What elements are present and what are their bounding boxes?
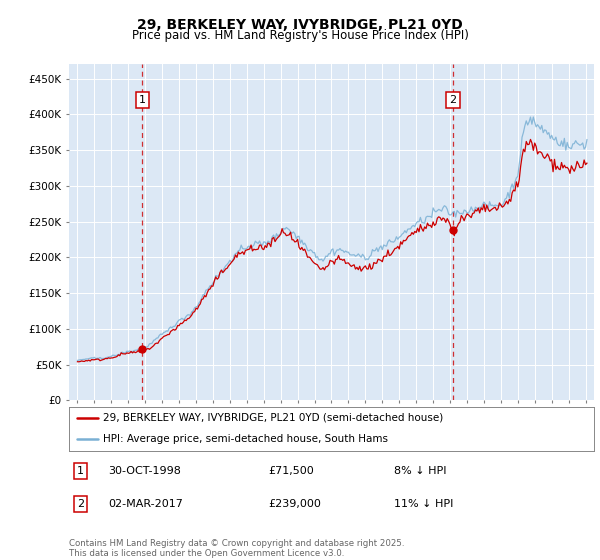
Text: 1: 1: [139, 95, 146, 105]
Text: HPI: Average price, semi-detached house, South Hams: HPI: Average price, semi-detached house,…: [103, 435, 388, 445]
Text: 2: 2: [449, 95, 457, 105]
Text: 1: 1: [77, 466, 84, 477]
Text: 02-MAR-2017: 02-MAR-2017: [109, 499, 183, 508]
Text: 29, BERKELEY WAY, IVYBRIDGE, PL21 0YD (semi-detached house): 29, BERKELEY WAY, IVYBRIDGE, PL21 0YD (s…: [103, 413, 443, 423]
Text: 8% ↓ HPI: 8% ↓ HPI: [395, 466, 447, 477]
Text: 2: 2: [77, 499, 84, 508]
Text: 11% ↓ HPI: 11% ↓ HPI: [395, 499, 454, 508]
Text: £71,500: £71,500: [269, 466, 314, 477]
Text: Contains HM Land Registry data © Crown copyright and database right 2025.
This d: Contains HM Land Registry data © Crown c…: [69, 539, 404, 558]
Text: £239,000: £239,000: [269, 499, 322, 508]
Text: Price paid vs. HM Land Registry's House Price Index (HPI): Price paid vs. HM Land Registry's House …: [131, 29, 469, 42]
Text: 30-OCT-1998: 30-OCT-1998: [109, 466, 181, 477]
Text: 29, BERKELEY WAY, IVYBRIDGE, PL21 0YD: 29, BERKELEY WAY, IVYBRIDGE, PL21 0YD: [137, 18, 463, 32]
